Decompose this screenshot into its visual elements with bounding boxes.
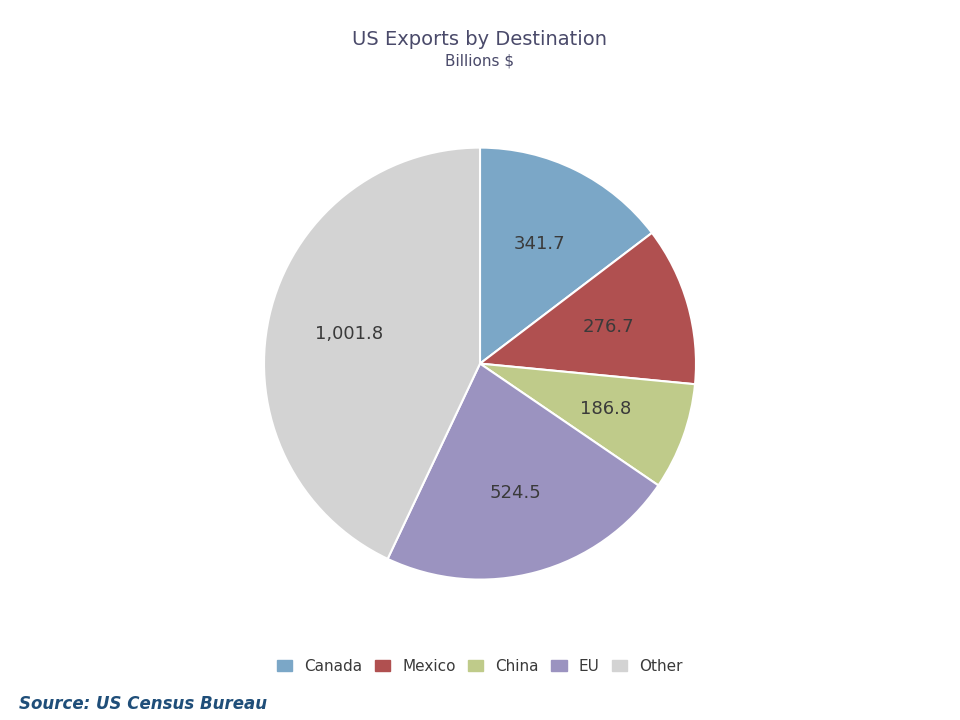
Wedge shape bbox=[264, 148, 480, 559]
Wedge shape bbox=[480, 148, 652, 364]
Text: Billions $: Billions $ bbox=[445, 54, 515, 68]
Wedge shape bbox=[480, 364, 695, 485]
Text: 524.5: 524.5 bbox=[490, 484, 540, 502]
Text: Source: US Census Bureau: Source: US Census Bureau bbox=[19, 695, 267, 713]
Text: 276.7: 276.7 bbox=[583, 318, 635, 336]
Wedge shape bbox=[480, 233, 696, 384]
Text: 186.8: 186.8 bbox=[580, 400, 632, 418]
Text: US Exports by Destination: US Exports by Destination bbox=[352, 30, 608, 49]
Text: 341.7: 341.7 bbox=[514, 235, 565, 253]
Wedge shape bbox=[388, 364, 659, 580]
Legend: Canada, Mexico, China, EU, Other: Canada, Mexico, China, EU, Other bbox=[271, 653, 689, 680]
Text: 1,001.8: 1,001.8 bbox=[315, 325, 383, 343]
